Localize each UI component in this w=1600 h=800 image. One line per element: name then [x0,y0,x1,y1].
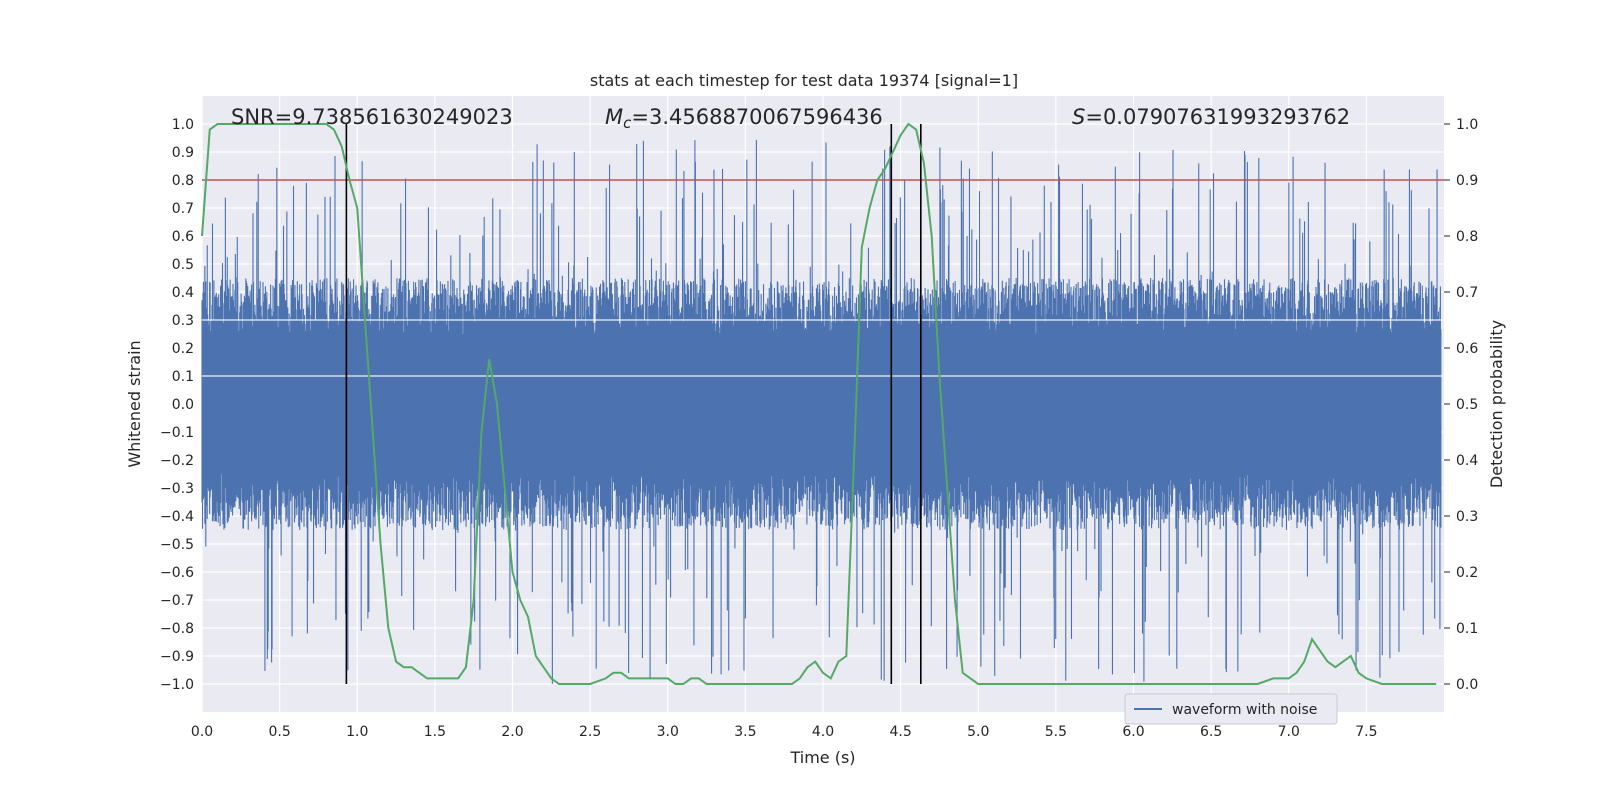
ytick-label: −0.6 [160,565,194,581]
chirp-mass-symbol: M [605,105,623,129]
xtick-label: 2.5 [579,724,601,740]
legend: waveform with noise [1124,693,1338,725]
x-axis-label: Time (s) [789,748,855,767]
y2-axis-ticks: 1.0 0.9 0.8 0.7 0.6 0.5 0.4 0.3 0.2 0.1 0.0 [1444,117,1478,693]
xtick-label: 6.5 [1200,724,1222,740]
ytick-label: −0.8 [160,621,194,637]
s-symbol: S [1072,105,1085,129]
y2tick-label: 0.4 [1456,453,1478,469]
y2tick-label: 0.5 [1456,397,1478,413]
xtick-label: 3.5 [734,724,756,740]
chirp-mass-annotation: Mc=3.4568870067596436 [605,105,883,132]
ytick-label: 0.2 [172,341,194,357]
xtick-label: 4.5 [889,724,911,740]
y2tick-label: 0.3 [1456,509,1478,525]
ytick-label: 0.1 [172,369,194,385]
y2tick-label: 0.1 [1456,621,1478,637]
ytick-label: 0.9 [172,145,194,161]
chirp-mass-subscript: c [623,114,632,132]
ytick-label: 0.4 [172,285,194,301]
xtick-label: 7.5 [1355,724,1377,740]
ytick-label: 0.0 [172,397,194,413]
ytick-label: −0.5 [160,537,194,553]
detection-probability-line [201,122,1437,685]
ytick-label: −0.2 [160,453,194,469]
xtick-label: 1.0 [346,724,368,740]
y-axis-ticks: 1.0 0.9 0.8 0.7 0.6 0.5 0.4 0.3 0.2 0.1 0.0 −0.1 −0.… [160,117,194,693]
ytick-label: 0.6 [172,229,194,245]
y2tick-label: 0.2 [1456,565,1478,581]
ytick-label: 0.5 [172,257,194,273]
xtick-label: 0.0 [191,724,213,740]
xtick-label: 6.0 [1122,724,1144,740]
ytick-label: −0.3 [160,481,194,497]
xtick-label: 4.0 [812,724,834,740]
x-axis-ticks: 0.0 0.5 1.0 1.5 2.0 2.5 3.0 3.5 4.0 4.5 5.0 5.5 6.0 6… [191,724,1378,740]
y-axis-label: Whitened strain [125,340,144,467]
ytick-label: 0.3 [172,313,194,329]
ytick-label: 0.8 [172,173,194,189]
xtick-label: 3.0 [657,724,679,740]
waveform-series [201,139,1444,684]
ytick-label: −1.0 [160,677,194,693]
y2tick-label: 0.8 [1456,229,1478,245]
chart-title: stats at each timestep for test data 193… [590,71,1018,90]
y2tick-label: 0.6 [1456,341,1478,357]
y2-axis-label: Detection probability [1487,320,1506,488]
ytick-label: −0.1 [160,425,194,441]
xtick-label: 2.0 [501,724,523,740]
xtick-label: 5.0 [967,724,989,740]
y2tick-label: 1.0 [1456,117,1478,133]
xtick-label: 0.5 [268,724,290,740]
xtick-label: 1.5 [424,724,446,740]
xtick-label: 5.5 [1045,724,1067,740]
legend-label-waveform: waveform with noise [1172,702,1317,718]
snr-annotation: SNR=9.738561630249023 [231,105,513,129]
ytick-label: 1.0 [172,117,194,133]
ytick-label: −0.9 [160,649,194,665]
ytick-label: −0.7 [160,593,194,609]
ytick-label: 0.7 [172,201,194,217]
chirp-mass-value: =3.4568870067596436 [631,105,882,129]
vertical-markers [345,124,922,684]
y2tick-label: 0.7 [1456,285,1478,301]
s-annotation: S=0.07907631993293762 [1072,105,1350,129]
legend-box [1124,693,1338,725]
s-value: =0.07907631993293762 [1085,105,1350,129]
y2tick-label: 0.9 [1456,173,1478,189]
xtick-label: 7.0 [1278,724,1300,740]
ytick-label: −0.4 [160,509,194,525]
y2tick-label: 0.0 [1456,677,1478,693]
waveform-trace [201,139,1442,684]
